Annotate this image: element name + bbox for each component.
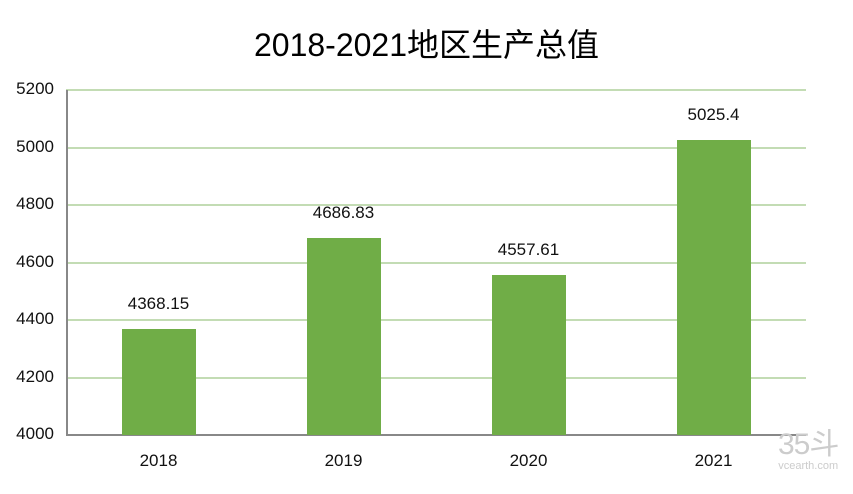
bar-2021 bbox=[676, 140, 751, 435]
gridline bbox=[66, 89, 806, 91]
watermark: 35斗 vcearth.com bbox=[778, 428, 839, 473]
y-tick-label: 4600 bbox=[16, 251, 54, 271]
gridline bbox=[66, 146, 806, 149]
chart-title: 2018-2021地区生产总值 bbox=[253, 27, 600, 63]
data-label: 4368.15 bbox=[127, 294, 190, 314]
y-tick-label: 4000 bbox=[16, 424, 54, 443]
gridline bbox=[66, 204, 806, 206]
x-tick-label: 2018 bbox=[139, 451, 178, 470]
bar-2019 bbox=[306, 237, 381, 435]
y-tick-label: 5000 bbox=[16, 136, 54, 156]
x-tick-label: 2020 bbox=[509, 451, 548, 470]
gridline bbox=[66, 261, 806, 264]
bar-2020 bbox=[491, 274, 566, 435]
y-tick-label: 4200 bbox=[16, 366, 54, 386]
y-tick-label: 4800 bbox=[16, 194, 54, 213]
data-label: 4686.83 bbox=[312, 202, 375, 222]
data-label: 4557.61 bbox=[497, 239, 560, 259]
watermark-site: vcearth.com bbox=[778, 460, 839, 472]
data-label: 5025.4 bbox=[687, 105, 740, 125]
y-tick-label: 4400 bbox=[16, 309, 54, 328]
gridline bbox=[66, 376, 806, 379]
gridline bbox=[66, 319, 806, 321]
watermark-logo: 35斗 bbox=[778, 428, 839, 461]
x-tick-label: 2021 bbox=[694, 451, 733, 470]
x-axis-line bbox=[66, 434, 806, 436]
y-tick-label: 5200 bbox=[16, 79, 54, 98]
x-tick-label: 2019 bbox=[324, 451, 363, 470]
bar-2018 bbox=[121, 329, 196, 435]
plot-area bbox=[66, 89, 806, 435]
y-axis-line bbox=[66, 90, 68, 436]
